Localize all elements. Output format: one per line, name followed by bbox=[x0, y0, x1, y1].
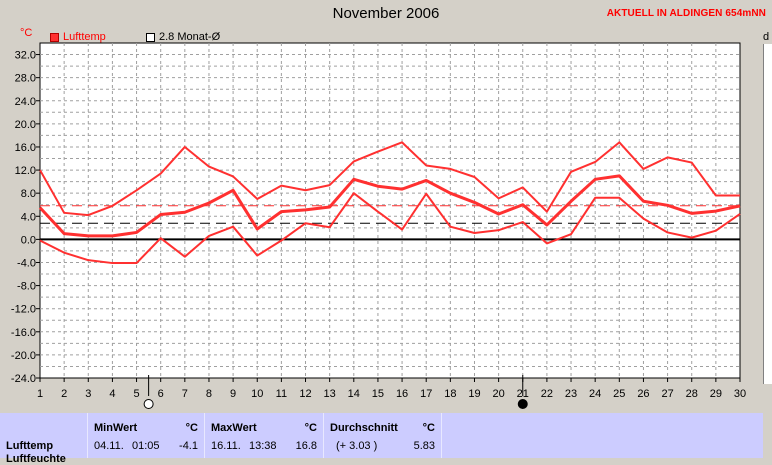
legend-item-monthly-average[interactable]: 2.8 Monat-Ø bbox=[146, 31, 220, 43]
x-tick-label: 23 bbox=[565, 388, 577, 400]
x-tick-label: 19 bbox=[468, 388, 480, 400]
empty-cell bbox=[442, 413, 763, 458]
x-tick-label: 18 bbox=[444, 388, 456, 400]
avg-delta: (+ 3.03 ) bbox=[336, 440, 378, 452]
new-moon-icon bbox=[143, 399, 154, 409]
x-tick-label: 4 bbox=[109, 388, 115, 400]
x-tick-label: 8 bbox=[206, 388, 212, 400]
x-tick-label: 9 bbox=[230, 388, 236, 400]
row-label: Lufttemp bbox=[6, 440, 54, 452]
min-cell: MinWert °C 04.11. 01:05 -4.1 bbox=[88, 413, 205, 458]
side-panel-letter: d bbox=[763, 31, 770, 43]
x-tick-label: 13 bbox=[324, 388, 336, 400]
min-time: 01:05 bbox=[132, 440, 160, 452]
series-lines bbox=[38, 141, 741, 265]
min-value: -4.1 bbox=[179, 440, 198, 452]
x-tick-label: 24 bbox=[589, 388, 601, 400]
row-label-2: Luftfeuchte bbox=[6, 453, 66, 465]
plot-area bbox=[39, 42, 741, 379]
x-tick-label: 16 bbox=[396, 388, 408, 400]
y-tick-label: 28.0 bbox=[15, 73, 36, 85]
y-tick-label: 0.0 bbox=[21, 234, 36, 246]
y-tick-label: 24.0 bbox=[15, 96, 36, 108]
x-tick-label: 6 bbox=[158, 388, 164, 400]
x-tick-label: 1 bbox=[37, 388, 43, 400]
avg-header: Durchschnitt bbox=[330, 422, 398, 434]
station-label: AKTUELL IN ALDINGEN 654mNN bbox=[606, 8, 766, 19]
side-panel bbox=[763, 44, 772, 384]
max-unit: °C bbox=[304, 422, 317, 434]
avg-cell: Durchschnitt °C (+ 3.03 ) 5.83 bbox=[324, 413, 442, 458]
day-markers bbox=[143, 375, 528, 409]
y-tick-label: -16.0 bbox=[11, 327, 36, 339]
x-tick-label: 17 bbox=[420, 388, 432, 400]
y-tick-label: 16.0 bbox=[15, 142, 36, 154]
y-tick-label: -20.0 bbox=[11, 350, 36, 362]
x-tick-label: 3 bbox=[85, 388, 91, 400]
y-tick-label: 4.0 bbox=[21, 211, 36, 223]
x-tick-label: 7 bbox=[182, 388, 188, 400]
y-tick-label: -12.0 bbox=[11, 304, 36, 316]
x-tick-label: 10 bbox=[251, 388, 263, 400]
grid-lines bbox=[40, 43, 740, 378]
y-tick-label: 20.0 bbox=[15, 119, 36, 131]
x-tick-label: 26 bbox=[637, 388, 649, 400]
table-edge bbox=[763, 413, 772, 458]
x-tick-label: 27 bbox=[661, 388, 673, 400]
legend-swatch-monthly-average bbox=[146, 32, 155, 42]
x-tick-label: 2 bbox=[61, 388, 67, 400]
min-header: MinWert bbox=[94, 422, 138, 434]
legend-label-lufttemp: Lufttemp bbox=[63, 31, 106, 43]
x-tick-label: 25 bbox=[613, 388, 625, 400]
statistics-table: Lufttemp Luftfeuchte MinWert °C 04.11. 0… bbox=[0, 413, 772, 465]
min-unit: °C bbox=[185, 422, 198, 434]
x-tick-label: 5 bbox=[133, 388, 139, 400]
max-cell: MaxWert °C 16.11. 13:38 16.8 bbox=[205, 413, 324, 458]
unit-label: °C bbox=[20, 27, 33, 39]
y-axis-ticks: 32.0 28.0 24.0 20.0 16.0 12.0 8.0 4.0 0.0 -4.0 -8.… bbox=[11, 50, 40, 385]
y-tick-label: -24.0 bbox=[11, 373, 36, 385]
y-tick-label: -4.0 bbox=[17, 257, 36, 269]
temperature-chart: 32.0 28.0 24.0 20.0 16.0 12.0 8.0 4.0 0.0 -4.0 -8.… bbox=[11, 42, 746, 409]
x-tick-label: 12 bbox=[299, 388, 311, 400]
x-tick-label: 28 bbox=[686, 388, 698, 400]
x-tick-label: 11 bbox=[276, 388, 287, 400]
avg-value: 5.83 bbox=[413, 440, 435, 452]
x-axis-ticks: 1 2 3 4 5 6 7 8 9 10 11 12 13 14 15 16 17 18 19 20 21 22 23 24 2… bbox=[37, 378, 746, 400]
x-tick-label: 20 bbox=[492, 388, 504, 400]
max-header: MaxWert bbox=[211, 422, 257, 434]
x-tick-label: 14 bbox=[348, 388, 360, 400]
x-tick-label: 22 bbox=[541, 388, 553, 400]
full-moon-icon bbox=[517, 399, 528, 409]
max-value: 16.8 bbox=[295, 440, 317, 452]
x-tick-label: 29 bbox=[710, 388, 722, 400]
y-tick-label: 32.0 bbox=[15, 50, 36, 62]
max-date: 16.11. bbox=[211, 440, 241, 452]
y-tick-label: 8.0 bbox=[21, 188, 36, 200]
reference-lines bbox=[40, 205, 740, 224]
y-tick-label: 12.0 bbox=[15, 165, 36, 177]
legend-label-monthly-average: 2.8 Monat-Ø bbox=[159, 31, 221, 43]
x-tick-label: 30 bbox=[734, 388, 746, 400]
min-date: 04.11. bbox=[94, 440, 124, 452]
series-line-mean bbox=[38, 174, 741, 238]
legend-swatch-lufttemp bbox=[50, 32, 59, 42]
y-tick-label: -8.0 bbox=[17, 281, 36, 293]
series-line-max bbox=[39, 141, 740, 217]
chart-title: November 2006 bbox=[332, 5, 440, 22]
max-time: 13:38 bbox=[249, 440, 277, 452]
row-label-cell: Lufttemp Luftfeuchte bbox=[0, 413, 88, 465]
x-tick-label: 15 bbox=[372, 388, 384, 400]
series-line-min bbox=[39, 192, 741, 265]
avg-unit: °C bbox=[422, 422, 435, 434]
legend-item-lufttemp[interactable]: Lufttemp bbox=[50, 31, 106, 43]
